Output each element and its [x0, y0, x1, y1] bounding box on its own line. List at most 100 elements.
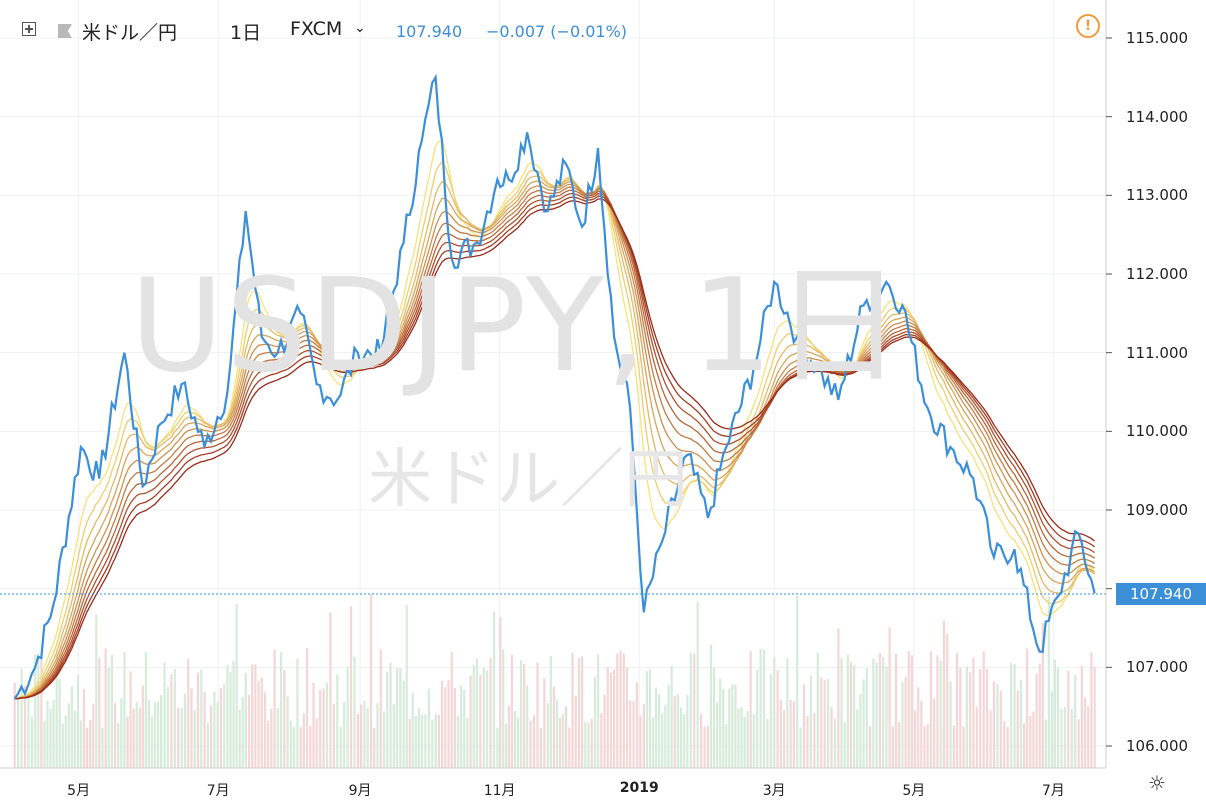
volume-bar [156, 701, 160, 768]
volume-bar [475, 658, 478, 768]
volume-bar [210, 705, 213, 768]
ma-line [14, 198, 1095, 700]
volume-bar [496, 727, 499, 768]
volume-bar [725, 724, 728, 768]
volume-bar [349, 606, 353, 768]
volume-bar [661, 713, 664, 768]
symbol-name[interactable]: 米ドル／円 [82, 22, 178, 44]
volume-bar [263, 692, 267, 768]
volume-bar [1047, 596, 1050, 768]
volume-bar [849, 662, 853, 768]
volume-bar [417, 707, 421, 768]
volume-bar [144, 652, 147, 768]
volume-bar [719, 678, 722, 768]
volume-bar [885, 666, 888, 768]
volume-bar [722, 688, 725, 768]
volume-bar [965, 666, 968, 768]
volume-bar [273, 649, 276, 768]
flag-icon[interactable] [58, 24, 72, 38]
volume-bar [373, 727, 376, 768]
volume-bar [267, 720, 270, 768]
volume-bar [396, 667, 399, 768]
volume-bar [700, 713, 703, 768]
volume-bar [229, 671, 232, 768]
ma-ribbon [14, 140, 1096, 700]
ma-line [14, 186, 1095, 700]
volume-bar [101, 727, 104, 768]
volume-bar [693, 653, 696, 768]
volume-bar [969, 672, 972, 768]
volume-bar [913, 710, 917, 768]
volume-bar [635, 682, 639, 768]
volume-bar [813, 713, 816, 768]
chevron-down-icon[interactable]: ⌄ [354, 20, 366, 36]
volume-bar [609, 672, 613, 768]
volume-bar [238, 709, 241, 768]
volume-bar [177, 707, 180, 768]
volume-bar [58, 678, 61, 768]
volume-bar [670, 665, 673, 768]
volume-bar [411, 692, 414, 768]
volume-bar [1067, 670, 1070, 768]
volume-bar [955, 653, 959, 768]
volume-bar [447, 679, 450, 768]
volume-bar [959, 667, 962, 768]
volume-bar [1044, 719, 1047, 768]
volume-bar [363, 700, 366, 768]
add-icon[interactable] [22, 22, 36, 36]
volume-bar [319, 690, 322, 768]
interval-label[interactable]: 1日 [230, 22, 262, 44]
source-label[interactable]: FXCM [290, 18, 343, 40]
volume-bar [549, 655, 552, 768]
volume-bar [989, 710, 992, 768]
volume-bar [1003, 721, 1006, 768]
volume-bar [806, 716, 809, 768]
volume-bar [120, 698, 123, 768]
volume-bar [482, 667, 485, 768]
volume-bar [1026, 648, 1029, 768]
volume-bar [73, 710, 77, 768]
volume-bar [728, 688, 731, 768]
volume-bar [55, 649, 58, 768]
volume-bar [339, 726, 342, 768]
last-price-label: 107.940 [1116, 583, 1206, 605]
settings-gear-icon[interactable]: ☼ [1148, 771, 1166, 795]
volume-bar [110, 654, 114, 768]
volume-bar [1032, 711, 1035, 768]
volume-bars [13, 594, 1096, 768]
volume-bar [865, 667, 868, 768]
volume-bar [502, 649, 505, 768]
volume-bar [574, 695, 577, 768]
volume-bar [752, 713, 755, 768]
volume-bar [1063, 706, 1067, 768]
volume-bar [616, 653, 619, 768]
volume-bar [743, 716, 746, 768]
volume-bar [76, 675, 80, 768]
volume-bar [270, 708, 273, 768]
volume-bar [507, 705, 511, 768]
volume-bar [734, 684, 737, 768]
volume-bar [325, 682, 329, 768]
volume-bar [648, 669, 652, 768]
time-tick-label: 2019 [619, 780, 659, 796]
volume-bar [226, 665, 229, 768]
volume-bar [166, 686, 170, 768]
volume-bar [939, 660, 942, 768]
volume-bar [1083, 697, 1087, 768]
volume-bar [830, 707, 833, 768]
volume-bar [104, 648, 107, 768]
volume-bar [875, 662, 878, 768]
volume-bar [843, 722, 846, 768]
volume-bar [70, 686, 73, 768]
volume-bar [856, 709, 859, 768]
volume-bar [170, 674, 173, 768]
volume-bar [332, 703, 335, 768]
volume-bar [312, 682, 315, 768]
volume-bar [1019, 680, 1022, 768]
volume-bar [163, 662, 166, 768]
volume-bar [516, 717, 520, 768]
volume-bar [642, 704, 646, 768]
alert-icon[interactable]: ! [1076, 14, 1100, 38]
time-tick-label: 5月 [67, 783, 91, 799]
